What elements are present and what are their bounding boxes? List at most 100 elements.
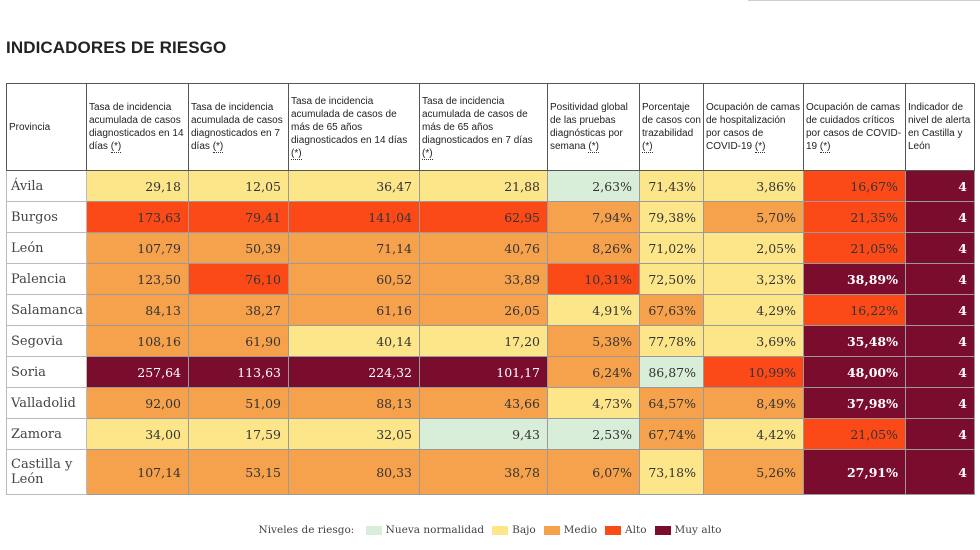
indicator-value-cell: 2,05% bbox=[703, 232, 804, 264]
top-divider bbox=[748, 0, 980, 1]
indicator-value-cell: 2,63% bbox=[547, 170, 640, 202]
indicator-value-cell: 80,33 bbox=[288, 449, 420, 495]
indicator-value-cell: 173,63 bbox=[86, 201, 189, 233]
alert-level-cell: 4 bbox=[905, 325, 975, 357]
page-title: INDICADORES DE RIESGO bbox=[6, 38, 227, 57]
column-header: Porcentaje de casos con trazabilidad (*) bbox=[639, 83, 704, 171]
column-header: Provincia bbox=[6, 83, 87, 171]
table-row: León 107,79 50,39 71,14 40,76 8,26% 71,02% 2,05… bbox=[6, 232, 975, 264]
province-name: Ávila bbox=[6, 170, 87, 202]
column-header: Indicador de nivel de alerta en Castilla… bbox=[905, 83, 975, 171]
alert-level-cell: 4 bbox=[905, 263, 975, 295]
indicator-value-cell: 40,76 bbox=[419, 232, 548, 264]
indicator-value-cell: 123,50 bbox=[86, 263, 189, 295]
legend-swatch bbox=[654, 525, 671, 535]
table-header-row: Provincia Tasa de incidencia acumulada de… bbox=[6, 83, 975, 171]
province-name: Palencia bbox=[6, 263, 87, 295]
indicator-value-cell: 101,17 bbox=[419, 356, 548, 388]
indicator-value-cell: 33,89 bbox=[419, 263, 548, 295]
info-footnote-link[interactable]: (*) bbox=[642, 141, 653, 153]
indicator-value-cell: 257,64 bbox=[86, 356, 189, 388]
indicator-value-cell: 4,91% bbox=[547, 294, 640, 326]
indicator-value-cell: 10,99% bbox=[703, 356, 804, 388]
indicator-value-cell: 32,05 bbox=[288, 418, 420, 450]
table-row: Soria 257,64 113,63 224,32 101,17 6,24% 86,87%… bbox=[6, 356, 975, 388]
alert-level-cell: 4 bbox=[905, 356, 975, 388]
indicator-value-cell: 50,39 bbox=[188, 232, 289, 264]
legend-item-label: Medio bbox=[563, 524, 598, 536]
alert-level-cell: 4 bbox=[905, 418, 975, 450]
column-header: Tasa de incidencia acumulada de casos di… bbox=[86, 83, 189, 171]
indicator-value-cell: 38,78 bbox=[419, 449, 548, 495]
indicator-value-cell: 34,00 bbox=[86, 418, 189, 450]
indicator-value-cell: 67,63% bbox=[639, 294, 704, 326]
indicator-value-cell: 37,98% bbox=[803, 387, 906, 419]
indicator-value-cell: 4,29% bbox=[703, 294, 804, 326]
indicator-value-cell: 6,07% bbox=[547, 449, 640, 495]
column-header: Tasa de incidencia acumulada de casos de… bbox=[288, 83, 420, 171]
indicator-value-cell: 61,16 bbox=[288, 294, 420, 326]
column-header: Ocupación de camas de cuidados críticos … bbox=[803, 83, 906, 171]
info-footnote-link[interactable]: (*) bbox=[422, 147, 433, 160]
column-header-text: Positividad global de las pruebas diagnó… bbox=[550, 102, 628, 152]
indicator-value-cell: 17,59 bbox=[188, 418, 289, 450]
column-header: Tasa de incidencia acumulada de casos di… bbox=[188, 83, 289, 171]
indicator-value-cell: 224,32 bbox=[288, 356, 420, 388]
indicator-value-cell: 29,18 bbox=[86, 170, 189, 202]
indicator-value-cell: 5,70% bbox=[703, 201, 804, 233]
indicator-value-cell: 71,02% bbox=[639, 232, 704, 264]
column-header-text: Tasa de incidencia acumulada de casos di… bbox=[89, 102, 184, 152]
info-footnote-link[interactable]: (*) bbox=[291, 147, 302, 160]
info-footnote-link[interactable]: (*) bbox=[110, 141, 122, 153]
indicator-value-cell: 84,13 bbox=[86, 294, 189, 326]
indicator-value-cell: 17,20 bbox=[419, 325, 548, 357]
legend-swatch bbox=[605, 525, 622, 535]
indicator-value-cell: 5,26% bbox=[703, 449, 804, 495]
indicator-value-cell: 21,88 bbox=[419, 170, 548, 202]
info-footnote-link[interactable]: (*) bbox=[819, 141, 831, 153]
indicator-value-cell: 86,87% bbox=[639, 356, 704, 388]
table-row: Ávila 29,18 12,05 36,47 21,88 2,63% 71,43% 3,86… bbox=[6, 170, 975, 202]
indicator-value-cell: 77,78% bbox=[639, 325, 704, 357]
column-header: Tasa de incidencia acumulada de casos de… bbox=[419, 83, 548, 171]
legend-swatch bbox=[365, 525, 382, 535]
table-row: Burgos 173,63 79,41 141,04 62,95 7,94% 79,38% 5… bbox=[6, 201, 975, 233]
table-row: Salamanca 84,13 38,27 61,16 26,05 4,91% 67,63%… bbox=[6, 294, 975, 326]
province-name: Zamora bbox=[6, 418, 87, 450]
info-footnote-link[interactable]: (*) bbox=[212, 141, 224, 153]
indicator-value-cell: 36,47 bbox=[288, 170, 420, 202]
indicator-value-cell: 76,10 bbox=[188, 263, 289, 295]
indicator-value-cell: 16,67% bbox=[803, 170, 906, 202]
indicator-value-cell: 108,16 bbox=[86, 325, 189, 357]
indicator-value-cell: 35,48% bbox=[803, 325, 906, 357]
indicator-value-cell: 16,22% bbox=[803, 294, 906, 326]
alert-level-cell: 4 bbox=[905, 294, 975, 326]
info-footnote-link[interactable]: (*) bbox=[754, 141, 766, 153]
indicator-value-cell: 72,50% bbox=[639, 263, 704, 295]
column-header: Ocupación de camas de hospitalización po… bbox=[703, 83, 804, 171]
indicator-value-cell: 12,05 bbox=[188, 170, 289, 202]
legend-swatch bbox=[492, 525, 509, 535]
province-name: Burgos bbox=[6, 201, 87, 233]
indicator-value-cell: 71,43% bbox=[639, 170, 704, 202]
indicator-value-cell: 3,86% bbox=[703, 170, 804, 202]
indicator-value-cell: 71,14 bbox=[288, 232, 420, 264]
table-row: Valladolid 92,00 51,09 88,13 43,66 4,73% 64,57… bbox=[6, 387, 975, 419]
legend-item-label: Muy alto bbox=[674, 524, 722, 536]
indicator-value-cell: 21,05% bbox=[803, 418, 906, 450]
legend-item-label: Nueva normalidad bbox=[385, 524, 485, 536]
info-footnote-link[interactable]: (*) bbox=[588, 141, 599, 153]
alert-level-cell: 4 bbox=[905, 170, 975, 202]
indicator-value-cell: 4,42% bbox=[703, 418, 804, 450]
province-name: Soria bbox=[6, 356, 87, 388]
province-name: León bbox=[6, 232, 87, 264]
indicator-value-cell: 38,27 bbox=[188, 294, 289, 326]
indicator-value-cell: 10,31% bbox=[547, 263, 640, 295]
table-row: Palencia 123,50 76,10 60,52 33,89 10,31% 72,50… bbox=[6, 263, 975, 295]
risk-legend: Niveles de riesgo: Nueva normalidad Bajo M… bbox=[0, 524, 980, 536]
indicator-value-cell: 3,69% bbox=[703, 325, 804, 357]
province-name: Castilla y León bbox=[6, 449, 87, 495]
indicator-value-cell: 27,91% bbox=[803, 449, 906, 495]
indicator-value-cell: 88,13 bbox=[288, 387, 420, 419]
risk-indicators-table: Provincia Tasa de incidencia acumulada de… bbox=[6, 83, 975, 495]
